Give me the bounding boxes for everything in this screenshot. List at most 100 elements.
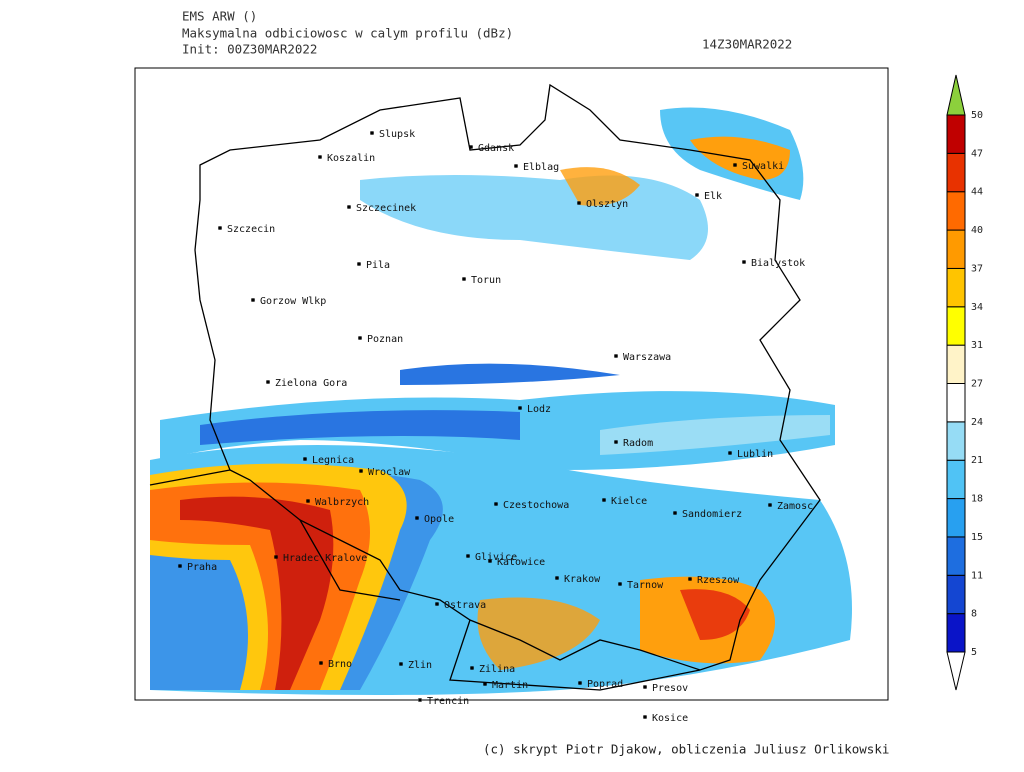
- colorbar-box: [946, 344, 966, 384]
- city-marker: [742, 260, 746, 264]
- city-label: Lublin: [737, 449, 773, 460]
- city-label: Poznan: [367, 334, 403, 345]
- colorbar-box: [946, 306, 966, 346]
- city-label: Hradec Kralove: [283, 553, 367, 564]
- city-marker: [399, 662, 403, 666]
- city-layer: Slupsk Koszalin Gdansk Elblag Szczecinek Olsz…: [178, 129, 813, 724]
- city-marker: [347, 205, 351, 209]
- colorbar-label: 21: [971, 455, 983, 466]
- credit: (c) skrypt Piotr Djakow, obliczenia Juli…: [483, 742, 889, 757]
- city-marker: [618, 582, 622, 586]
- city-label: Rzeszow: [697, 575, 740, 586]
- city-marker: [218, 226, 222, 230]
- city-label: Szczecin: [227, 224, 275, 235]
- city-marker: [673, 511, 677, 515]
- colorbar: 5 8 11 15 18 21 24 27 31 34 37 40 44 47 50: [946, 74, 983, 691]
- city-label: Walbrzych: [315, 497, 369, 508]
- city-marker: [768, 503, 772, 507]
- city-marker: [578, 681, 582, 685]
- city-label: Ostrava: [444, 600, 486, 611]
- colorbar-box: [946, 613, 966, 653]
- city-label: Sandomierz: [682, 509, 742, 520]
- city-marker: [518, 406, 522, 410]
- city-marker: [318, 155, 322, 159]
- city-label: Presov: [652, 683, 688, 694]
- colorbar-label: 24: [971, 417, 983, 428]
- city-label: Olsztyn: [586, 199, 628, 210]
- city-marker: [306, 499, 310, 503]
- city-label: Wroclaw: [368, 467, 411, 478]
- city-label: Koszalin: [327, 153, 375, 164]
- city-label: Gorzow Wlkp: [260, 296, 326, 307]
- city-label: Kielce: [611, 496, 647, 507]
- city-label: Poprad: [587, 679, 623, 690]
- city-marker: [470, 666, 474, 670]
- city-marker: [728, 451, 732, 455]
- city-marker: [359, 469, 363, 473]
- map-area: Slupsk Koszalin Gdansk Elblag Szczecinek Olsz…: [134, 67, 889, 724]
- colorbar-box: [946, 383, 966, 423]
- header-line: Init: 00Z30MAR2022: [182, 42, 317, 57]
- city-marker: [488, 559, 492, 563]
- colorbar-label: 18: [971, 494, 983, 505]
- colorbar-label: 11: [971, 570, 983, 581]
- colorbar-under: [946, 651, 966, 691]
- header-line: Maksymalna odbiciowosc w calym profilu (…: [182, 26, 513, 41]
- city-label: Bialystok: [751, 258, 805, 269]
- city-marker: [266, 380, 270, 384]
- colorbar-box: [946, 267, 966, 308]
- city-marker: [462, 277, 466, 281]
- city-label: Zamosc: [777, 501, 813, 512]
- colorbar-label: 44: [971, 187, 983, 198]
- city-label: Katowice: [497, 557, 545, 568]
- city-label: Martin: [492, 680, 528, 691]
- city-label: Kosice: [652, 713, 688, 724]
- city-label: Tarnow: [627, 580, 664, 591]
- city-marker: [319, 661, 323, 665]
- city-marker: [577, 201, 581, 205]
- colorbar-label: 5: [971, 647, 977, 658]
- city-label: Krakow: [564, 574, 601, 585]
- city-label: Warszawa: [623, 352, 671, 363]
- city-label: Suwalki: [742, 161, 784, 172]
- country-border: [149, 469, 701, 691]
- city-label: Zilina: [479, 664, 515, 675]
- colorbar-box: [946, 152, 966, 193]
- country-border: [194, 83, 821, 671]
- city-marker: [695, 193, 699, 197]
- colorbar-box: [946, 536, 966, 576]
- city-marker: [688, 577, 692, 581]
- city-label: Zlin: [408, 660, 432, 671]
- colorbar-label: 50: [971, 110, 983, 121]
- city-label: Legnica: [312, 455, 354, 466]
- city-label: Elk: [704, 191, 722, 202]
- city-label: Czestochowa: [503, 500, 569, 511]
- city-marker: [555, 576, 559, 580]
- city-marker: [274, 555, 278, 559]
- city-marker: [303, 457, 307, 461]
- city-marker: [483, 682, 487, 686]
- city-marker: [370, 131, 374, 135]
- colorbar-label: 8: [971, 609, 977, 620]
- colorbar-label: 47: [971, 148, 983, 159]
- city-marker: [178, 564, 182, 568]
- colorbar-label: 15: [971, 532, 983, 543]
- city-label: Trencin: [427, 696, 469, 707]
- colorbar-box: [946, 114, 966, 154]
- city-label: Elblag: [523, 162, 559, 173]
- city-marker: [251, 298, 255, 302]
- header-line: EMS ARW (): [182, 9, 257, 24]
- city-label: Torun: [471, 275, 501, 286]
- city-marker: [415, 516, 419, 520]
- city-marker: [614, 354, 618, 358]
- city-marker: [357, 262, 361, 266]
- city-marker: [494, 502, 498, 506]
- city-marker: [643, 685, 647, 689]
- city-marker: [435, 602, 439, 606]
- city-label: Radom: [623, 438, 653, 449]
- city-marker: [469, 145, 473, 149]
- precip-field: [150, 107, 852, 695]
- city-marker: [614, 440, 618, 444]
